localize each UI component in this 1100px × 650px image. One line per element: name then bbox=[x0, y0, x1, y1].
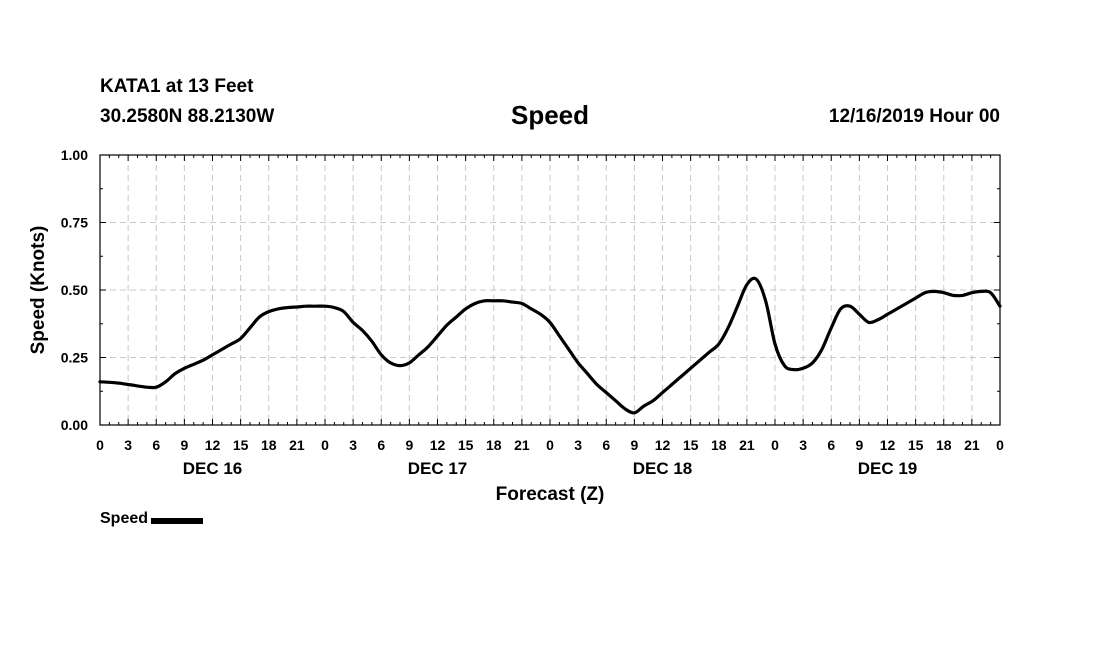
x-tick-label: 3 bbox=[124, 437, 132, 453]
series-line-speed bbox=[98, 276, 1002, 415]
coordinates-label: 30.2580N 88.2130W bbox=[100, 106, 275, 127]
grid-layer bbox=[100, 155, 1000, 425]
y-tick-label: 0.25 bbox=[61, 350, 88, 366]
x-day-label: DEC 18 bbox=[633, 459, 693, 478]
x-tick-label: 0 bbox=[96, 437, 104, 453]
x-tick-label: 9 bbox=[630, 437, 638, 453]
axes-layer: 0 3 6 9 12 15 18 21 0 3 6 9 12 15 18 21 0 3 6 9 12 15 18 21 0 3 6 9… bbox=[61, 147, 1004, 478]
x-tick-label: 6 bbox=[377, 437, 385, 453]
x-tick-label: 9 bbox=[855, 437, 863, 453]
y-axis-label: Speed (Knots) bbox=[28, 226, 49, 355]
x-tick-label: 3 bbox=[574, 437, 582, 453]
x-tick-label: 15 bbox=[683, 437, 699, 453]
x-tick-label: 18 bbox=[936, 437, 952, 453]
x-tick-label: 12 bbox=[655, 437, 671, 453]
x-tick-label: 0 bbox=[996, 437, 1004, 453]
y-tick-label: 0.00 bbox=[61, 417, 88, 433]
station-label: KATA1 at 13 Feet bbox=[100, 76, 254, 97]
x-tick-label: 6 bbox=[152, 437, 160, 453]
x-day-label: DEC 17 bbox=[408, 459, 468, 478]
x-day-label: DEC 16 bbox=[183, 459, 243, 478]
x-tick-label: 9 bbox=[180, 437, 188, 453]
x-tick-label: 18 bbox=[261, 437, 277, 453]
x-tick-label: 6 bbox=[602, 437, 610, 453]
x-tick-label: 18 bbox=[486, 437, 502, 453]
series-layer bbox=[98, 276, 1002, 415]
forecast-timestamp: 12/16/2019 Hour 00 bbox=[828, 106, 1000, 127]
x-tick-label: 15 bbox=[233, 437, 249, 453]
x-tick-label: 21 bbox=[739, 437, 755, 453]
x-tick-label: 15 bbox=[458, 437, 474, 453]
y-tick-label: 0.75 bbox=[61, 215, 88, 231]
x-tick-label: 6 bbox=[827, 437, 835, 453]
x-tick-label: 12 bbox=[430, 437, 446, 453]
x-tick-label: 21 bbox=[289, 437, 305, 453]
x-axis-label: Forecast (Z) bbox=[496, 484, 605, 505]
legend: Speed bbox=[100, 510, 204, 528]
x-tick-label: 12 bbox=[880, 437, 896, 453]
chart-title: Speed bbox=[0, 100, 1100, 131]
x-day-label: DEC 19 bbox=[858, 459, 918, 478]
x-tick-label: 9 bbox=[405, 437, 413, 453]
x-tick-label: 0 bbox=[771, 437, 779, 453]
x-tick-label: 15 bbox=[908, 437, 924, 453]
x-tick-label: 3 bbox=[799, 437, 807, 453]
y-tick-label: 1.00 bbox=[61, 147, 88, 163]
y-tick-label: 0.50 bbox=[61, 282, 88, 298]
x-tick-label: 21 bbox=[514, 437, 530, 453]
x-tick-label: 0 bbox=[321, 437, 329, 453]
x-tick-label: 0 bbox=[546, 437, 554, 453]
legend-line-swatch bbox=[151, 518, 204, 524]
chart-title-text: Speed bbox=[510, 100, 590, 130]
x-tick-label: 18 bbox=[711, 437, 727, 453]
x-tick-label: 21 bbox=[964, 437, 980, 453]
x-tick-label: 12 bbox=[205, 437, 221, 453]
legend-label: Speed bbox=[100, 510, 149, 527]
x-tick-label: 3 bbox=[349, 437, 357, 453]
